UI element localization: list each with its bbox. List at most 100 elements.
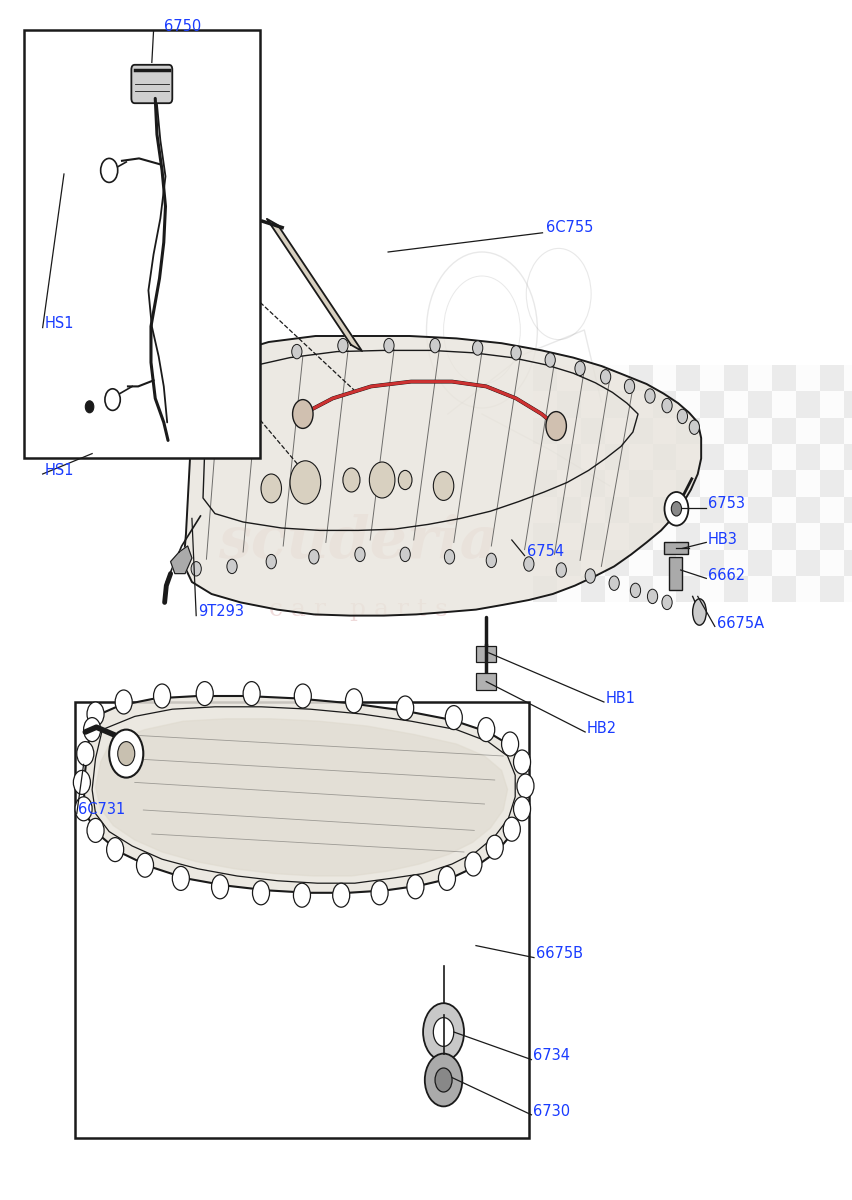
Circle shape (400, 547, 410, 562)
Bar (723, 550, 747, 576)
Bar (652, 497, 676, 523)
Bar (556, 576, 580, 602)
Bar (604, 497, 628, 523)
Circle shape (503, 817, 520, 841)
Text: c a r   p a r t s: c a r p a r t s (268, 598, 447, 622)
Bar (556, 365, 580, 391)
Bar (843, 576, 852, 602)
Bar (819, 418, 843, 444)
Circle shape (647, 589, 657, 604)
Circle shape (472, 341, 482, 355)
Bar (604, 550, 628, 576)
Bar (819, 470, 843, 497)
Bar (699, 365, 723, 391)
Circle shape (371, 881, 388, 905)
Bar (532, 444, 556, 470)
Bar (795, 391, 819, 418)
Bar (771, 391, 795, 418)
Bar (795, 444, 819, 470)
Text: scuderia: scuderia (218, 514, 498, 571)
Circle shape (477, 718, 494, 742)
Bar (556, 497, 580, 523)
Bar (628, 497, 652, 523)
Bar (628, 418, 652, 444)
Circle shape (574, 361, 584, 376)
Bar (723, 576, 747, 602)
Bar (819, 444, 843, 470)
Circle shape (644, 389, 654, 403)
Text: 6C755: 6C755 (545, 221, 593, 235)
Circle shape (624, 379, 634, 394)
Circle shape (261, 474, 281, 503)
Circle shape (544, 353, 555, 367)
Text: 6753: 6753 (707, 497, 744, 511)
Circle shape (429, 338, 440, 353)
Circle shape (292, 400, 313, 428)
Circle shape (396, 696, 413, 720)
Bar (604, 391, 628, 418)
Bar (580, 497, 604, 523)
Circle shape (211, 875, 228, 899)
Circle shape (115, 690, 132, 714)
Polygon shape (83, 696, 523, 893)
Bar (795, 470, 819, 497)
Bar (532, 418, 556, 444)
Bar (747, 497, 771, 523)
Circle shape (406, 875, 423, 899)
Text: 6754: 6754 (527, 545, 564, 559)
Circle shape (516, 774, 533, 798)
Bar (795, 497, 819, 523)
Text: HB1: HB1 (605, 691, 635, 706)
Circle shape (85, 401, 94, 413)
Bar (843, 497, 852, 523)
Polygon shape (170, 546, 192, 574)
Bar (699, 576, 723, 602)
Bar (532, 550, 556, 576)
Bar (580, 391, 604, 418)
Circle shape (688, 420, 699, 434)
Bar (556, 470, 580, 497)
Circle shape (308, 550, 319, 564)
Bar (604, 418, 628, 444)
Circle shape (584, 569, 595, 583)
Bar (556, 391, 580, 418)
Bar (699, 497, 723, 523)
Circle shape (83, 718, 101, 742)
Bar (556, 523, 580, 550)
Circle shape (101, 158, 118, 182)
Text: 6662: 6662 (707, 569, 745, 583)
Bar (676, 418, 699, 444)
Circle shape (501, 732, 518, 756)
Circle shape (600, 370, 610, 384)
Bar (676, 550, 699, 576)
Bar (747, 444, 771, 470)
Circle shape (345, 689, 362, 713)
Bar (580, 470, 604, 497)
Bar (652, 444, 676, 470)
Bar (699, 418, 723, 444)
Circle shape (464, 852, 481, 876)
Bar (556, 444, 580, 470)
Bar (795, 365, 819, 391)
Bar (652, 550, 676, 576)
Bar (652, 523, 676, 550)
Circle shape (172, 866, 189, 890)
Circle shape (444, 550, 454, 564)
Text: HS1: HS1 (44, 463, 74, 478)
Ellipse shape (692, 599, 705, 625)
Bar (628, 523, 652, 550)
Bar (24, 30, 260, 458)
Bar (771, 576, 795, 602)
Bar (532, 365, 556, 391)
Circle shape (556, 563, 566, 577)
Bar (771, 444, 795, 470)
Circle shape (486, 835, 503, 859)
Bar (747, 391, 771, 418)
Circle shape (106, 838, 124, 862)
Bar (843, 418, 852, 444)
Circle shape (266, 554, 276, 569)
Circle shape (513, 750, 530, 774)
Bar (628, 470, 652, 497)
Circle shape (343, 468, 360, 492)
Bar (676, 391, 699, 418)
